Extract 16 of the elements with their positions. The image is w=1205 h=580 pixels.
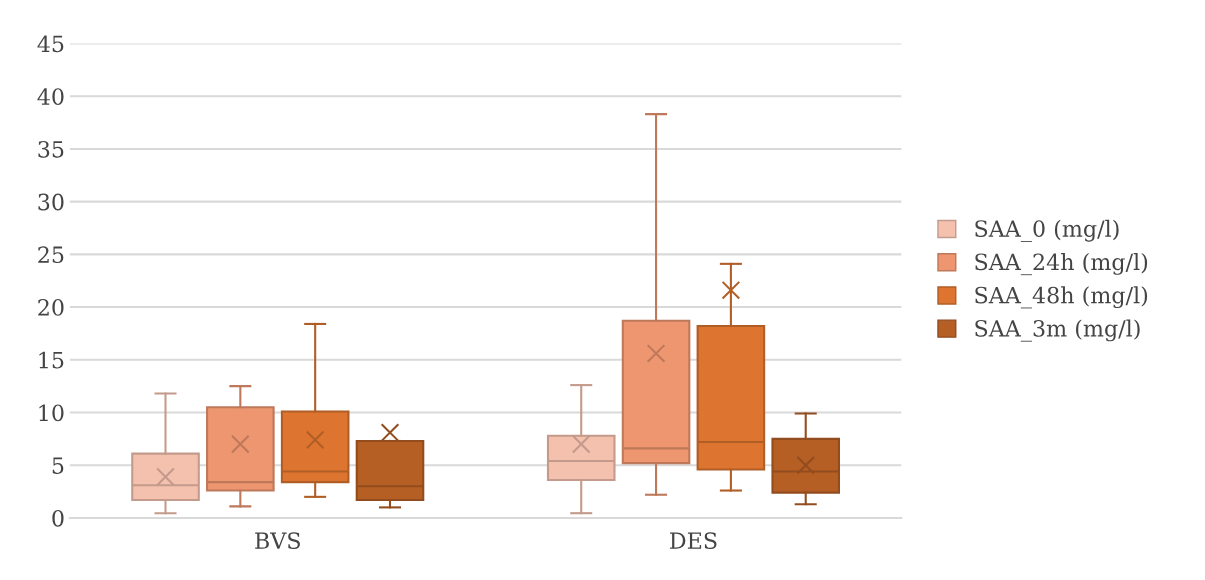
legend-label: SAA_0 (mg/l) bbox=[975, 219, 1119, 242]
y-tick-label: 25 bbox=[38, 246, 64, 264]
y-tick-label: 35 bbox=[38, 140, 64, 158]
y-tick-label: 45 bbox=[37, 35, 64, 53]
y-tick-label: 15 bbox=[39, 351, 64, 369]
y-tick-label: 5 bbox=[52, 457, 64, 474]
y-tick-label: 20 bbox=[38, 299, 64, 316]
legend-label: SAA_3m (mg/l) bbox=[975, 319, 1140, 342]
legend-label: SAA_24h (mg/l) bbox=[975, 253, 1148, 276]
x-tick-label: BVS bbox=[255, 532, 300, 550]
legend-label: SAA_48h (mg/l) bbox=[975, 286, 1148, 309]
y-tick-label: 40 bbox=[37, 88, 64, 105]
y-tick-label: 10 bbox=[39, 404, 64, 422]
y-tick-label: 0 bbox=[52, 509, 64, 527]
x-tick-label: DES bbox=[670, 532, 717, 550]
y-tick-label: 30 bbox=[38, 193, 64, 211]
